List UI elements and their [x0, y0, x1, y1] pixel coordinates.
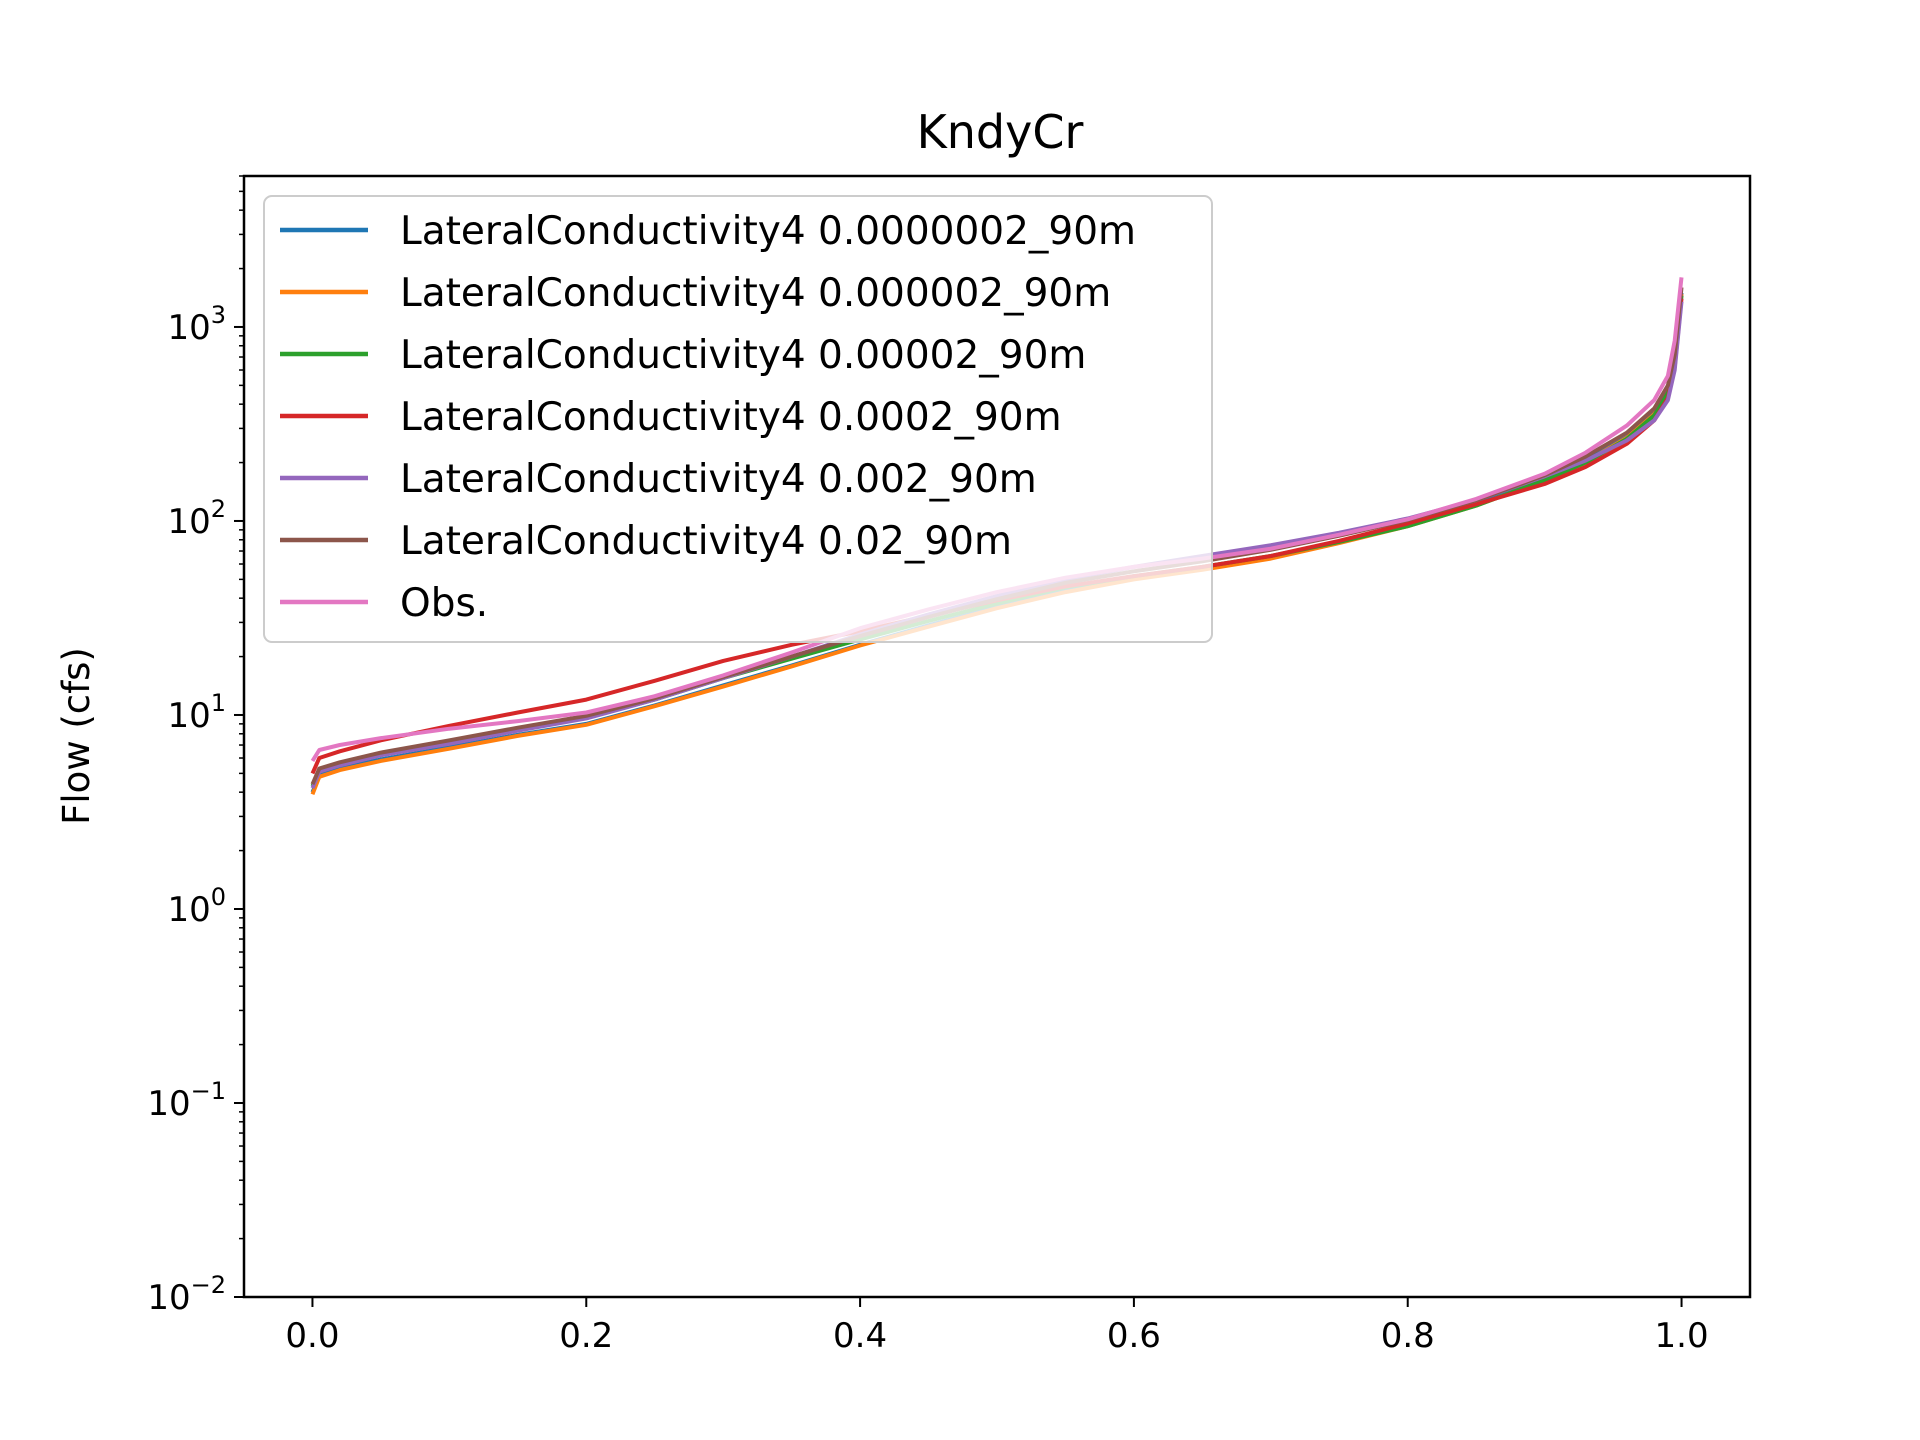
legend-label-1: LateralConductivity4 0.000002_90m	[400, 271, 1111, 316]
x-tick-label: 1.0	[1655, 1316, 1709, 1356]
legend-label-4: LateralConductivity4 0.002_90m	[400, 457, 1037, 502]
legend-label-5: LateralConductivity4 0.02_90m	[400, 519, 1012, 564]
ticks-layer: 0.0 0.2 0.4 0.6 0.8 1.0 10−2 10−1 100 101 102 103	[147, 175, 1709, 1356]
y-tick-label: 102	[167, 495, 226, 542]
plot-frame	[242, 174, 1752, 1299]
y-tick-label: 10−1	[147, 1077, 226, 1124]
legend-box	[263, 195, 1213, 643]
y-tick-label: 100	[167, 883, 226, 930]
legend-label-0: LateralConductivity4 0.0000002_90m	[400, 209, 1136, 254]
y-tick-label: 10−2	[147, 1271, 226, 1318]
y-axis-label: Flow (cfs)	[55, 647, 98, 825]
legend-label-3: LateralConductivity4 0.0002_90m	[400, 395, 1062, 440]
x-tick-label: 0.4	[833, 1316, 887, 1356]
x-tick-label: 0.8	[1381, 1316, 1435, 1356]
x-tick-label: 0.0	[285, 1316, 339, 1356]
chart-title: KndyCr	[917, 105, 1084, 159]
legend-label-6: Obs.	[400, 581, 488, 626]
x-tick-label: 0.6	[1107, 1316, 1161, 1356]
y-tick-label: 101	[167, 689, 226, 736]
legend: LateralConductivity4 0.0000002_90m Latera…	[263, 195, 1213, 643]
x-tick-label: 0.2	[559, 1316, 613, 1356]
y-tick-label: 103	[167, 301, 226, 348]
legend-label-2: LateralConductivity4 0.00002_90m	[400, 333, 1086, 378]
